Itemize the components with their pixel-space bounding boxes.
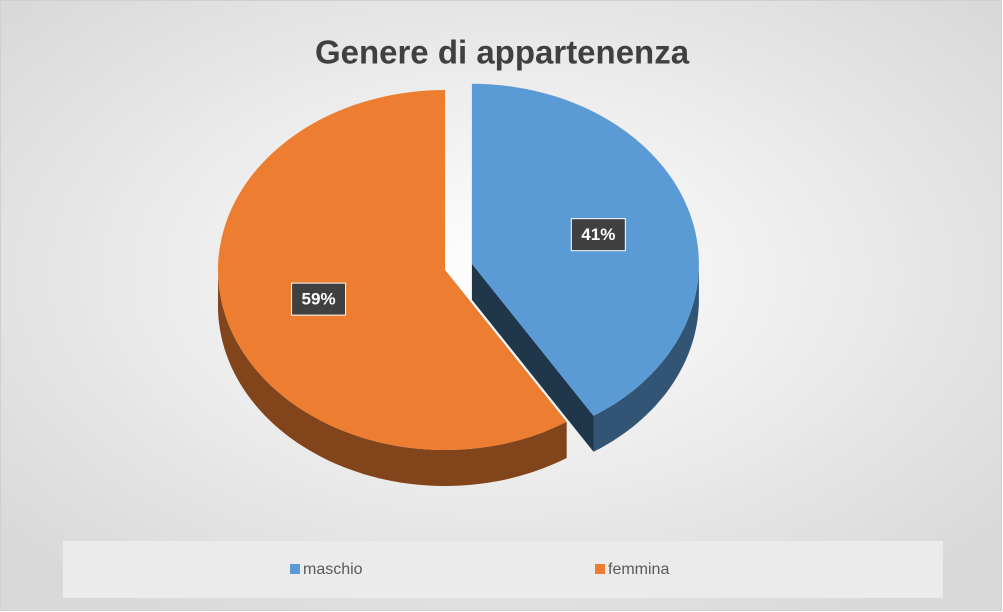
legend-label: maschio (303, 561, 363, 578)
slice (218, 90, 567, 450)
chart-title: Genere di appartenenza (315, 34, 690, 71)
data-label: 59% (302, 290, 336, 309)
legend-swatch (595, 564, 605, 574)
legend-label: femmina (608, 561, 669, 578)
data-label-box (570, 218, 626, 252)
data-label: 41% (581, 225, 615, 244)
slice-edge (471, 263, 594, 452)
legend-swatch (290, 564, 300, 574)
legend-box (63, 541, 943, 598)
slice-side (218, 270, 567, 486)
data-label-box (291, 282, 347, 316)
slice-side (593, 263, 699, 452)
